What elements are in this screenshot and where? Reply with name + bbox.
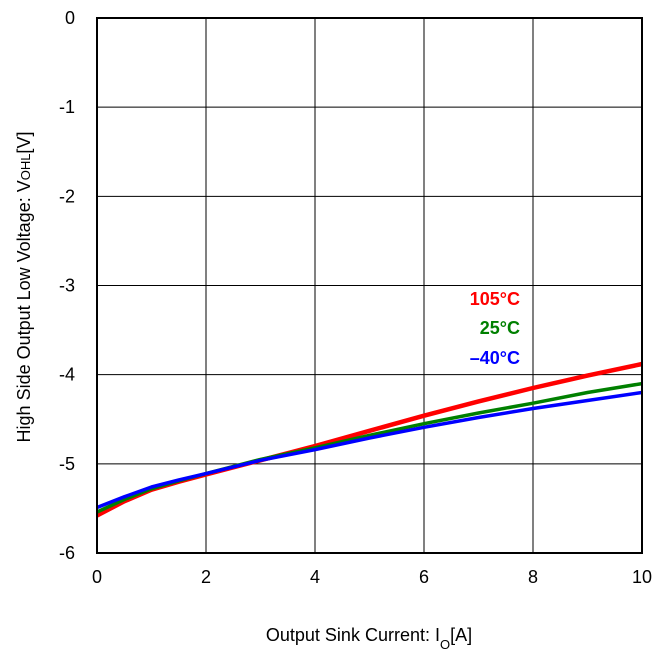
y-tick-label: -1 — [59, 97, 75, 117]
tick-labels: 0 2 4 6 8 10 0 -1 -2 -3 -4 -5 -6 — [59, 8, 652, 587]
y-tick-label: -3 — [59, 276, 75, 296]
y-tick-label: -4 — [59, 365, 75, 385]
legend-label: 25°C — [480, 318, 520, 338]
y-axis-label-subscript: OHL — [18, 154, 33, 181]
grid — [96, 17, 643, 554]
legend-label: 105°C — [470, 289, 520, 309]
y-axis-label: High Side Output Low Voltage: VOHL[V] — [14, 132, 34, 443]
x-tick-label: 8 — [528, 567, 538, 587]
y-tick-label: -2 — [59, 186, 75, 206]
y-tick-label: 0 — [65, 8, 75, 28]
plot-frame — [96, 17, 643, 554]
x-tick-label: 0 — [92, 567, 102, 587]
x-tick-label: 4 — [310, 567, 320, 587]
x-tick-label: 2 — [201, 567, 211, 587]
x-tick-label: 6 — [419, 567, 429, 587]
y-tick-label: -5 — [59, 454, 75, 474]
x-axis-label-subscript: O — [440, 637, 450, 652]
series-line — [96, 390, 643, 510]
x-tick-label: 10 — [632, 567, 652, 587]
y-tick-label: -6 — [59, 543, 75, 563]
series-lines — [95, 361, 643, 518]
x-axis-label: Output Sink Current: IO[A] — [266, 625, 472, 652]
legend-label: –40°C — [470, 348, 520, 368]
legend: 105°C 25°C –40°C — [470, 289, 520, 368]
